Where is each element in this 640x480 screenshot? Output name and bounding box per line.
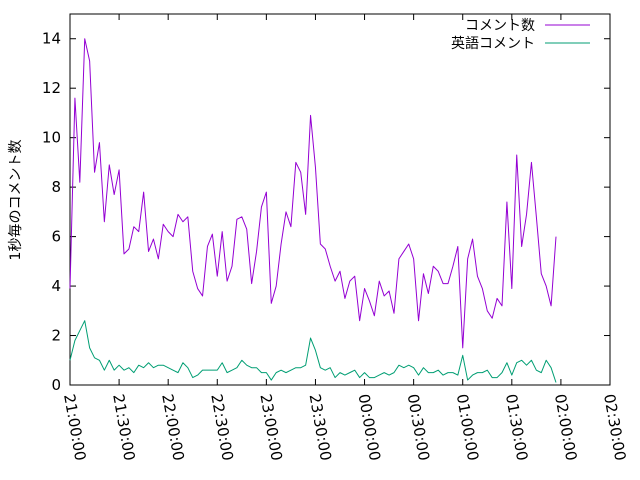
y-tick-label: 6: [51, 228, 61, 246]
plot-area-border: [69, 13, 611, 386]
y-tick-label: 0: [51, 376, 61, 394]
y-axis: 0 2 4 6 8 10 12 14: [42, 30, 610, 394]
y-axis-label: 1秒毎のコメント数: [8, 140, 24, 261]
series-line-1: [69, 320, 557, 383]
y-tick-label: 14: [42, 30, 61, 48]
series-layer: [69, 38, 557, 383]
y-tick-label: 8: [51, 178, 61, 196]
y-tick-label: 12: [42, 79, 61, 97]
legend-label-0: コメント数: [465, 18, 535, 34]
legend-label-1: 英語コメント: [451, 35, 535, 52]
series-line-0: [69, 38, 557, 349]
y-tick-label: 2: [51, 327, 61, 345]
y-tick-label: 4: [51, 277, 61, 295]
y-tick-label: 10: [42, 129, 61, 147]
